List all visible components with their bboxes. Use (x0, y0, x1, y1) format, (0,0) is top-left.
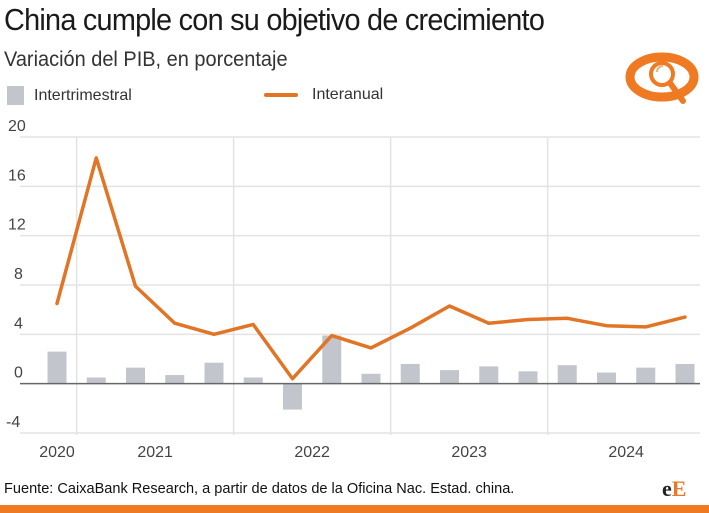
legend-bar-swatch (7, 86, 24, 105)
brand-logo: eE (662, 476, 686, 502)
legend-item-intertrimestral: Intertrimestral (7, 86, 132, 105)
brand-letter-e: e (662, 476, 672, 501)
legend-item-interanual: Interanual (264, 86, 383, 104)
y-tick-label: 8 (14, 266, 23, 283)
y-tick-label: 0 (14, 365, 23, 382)
bar-intertrimestral (557, 365, 577, 384)
y-tick-label: 12 (8, 217, 26, 234)
bar-intertrimestral (283, 383, 302, 410)
y-tick-label: 4 (14, 315, 23, 332)
legend-line-swatch (264, 93, 298, 97)
chart-title: China cumple con su objetivo de crecimie… (4, 2, 545, 37)
source-note: Fuente: CaixaBank Research, a partir de … (4, 480, 515, 497)
bar-intertrimestral (322, 335, 342, 384)
x-tick-label: 2022 (294, 444, 330, 461)
bar-intertrimestral (204, 362, 224, 384)
bar-intertrimestral (243, 377, 263, 384)
brand-letter-E: E (671, 476, 687, 501)
bar-intertrimestral (400, 363, 420, 384)
x-tick-label: 2024 (608, 444, 644, 461)
bar-intertrimestral (126, 367, 145, 384)
chart-subtitle: Variación del PIB, en porcentaje (4, 48, 288, 71)
bar-intertrimestral (47, 351, 67, 384)
bar-intertrimestral (675, 363, 695, 384)
bottom-accent-bar (0, 505, 709, 513)
x-tick-label: 2021 (137, 444, 173, 461)
bar-intertrimestral (479, 366, 499, 384)
legend-bar-label: Intertrimestral (34, 86, 132, 104)
x-tick-label: 2023 (451, 444, 487, 461)
bar-intertrimestral (597, 372, 616, 384)
bar-intertrimestral (165, 375, 185, 384)
bar-intertrimestral (518, 371, 538, 384)
legend-line-label: Interanual (312, 86, 384, 103)
x-tick-label: 2020 (39, 444, 75, 461)
legend: Intertrimestral Interanual (0, 86, 500, 108)
y-tick-label: 20 (8, 118, 26, 135)
bar-intertrimestral (86, 377, 106, 384)
bar-intertrimestral (440, 370, 459, 384)
line-interanual (55, 156, 687, 381)
bar-intertrimestral (361, 373, 381, 384)
bar-intertrimestral (636, 367, 656, 384)
chart: 20 16 12 8 4 0 -4 2020 2021 2022 2023 2024 (6, 118, 700, 461)
y-tick-label: -4 (6, 414, 20, 431)
magnifier-eye-icon (625, 52, 699, 104)
y-tick-label: 16 (8, 167, 26, 184)
